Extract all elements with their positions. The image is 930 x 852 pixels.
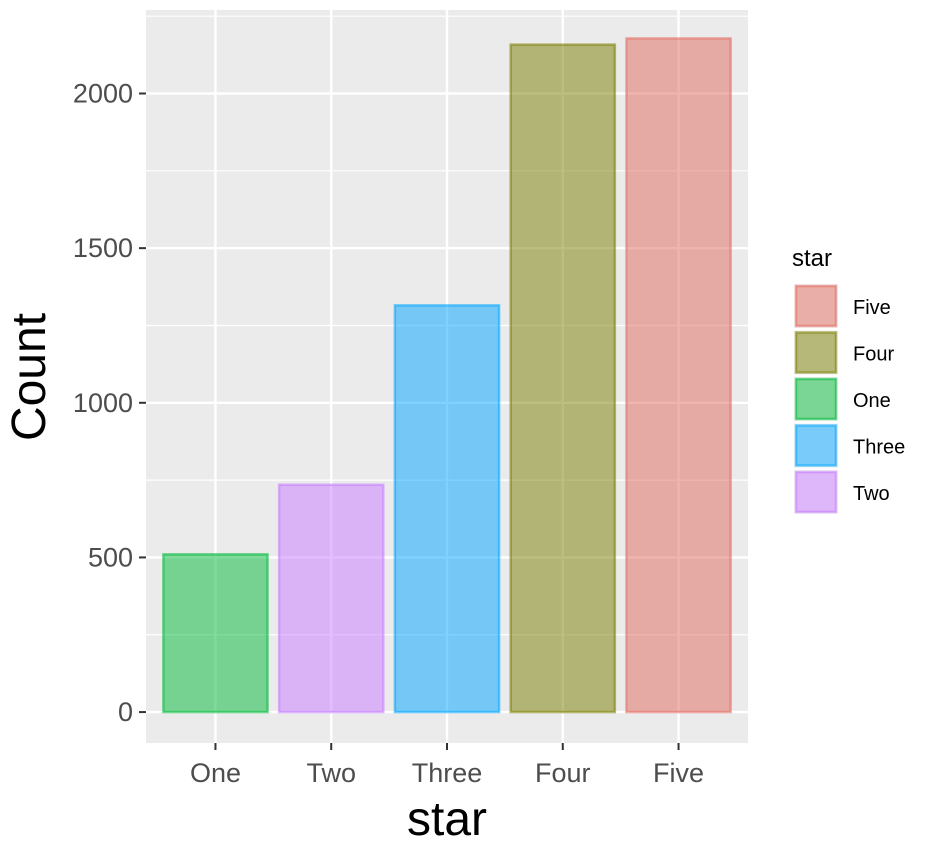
bar-four: [509, 43, 617, 714]
y-tick-label: 2000: [73, 79, 133, 109]
legend-label-five: Five: [853, 297, 891, 319]
x-axis: One Two Three Four Five: [190, 743, 704, 788]
bar-one: [162, 553, 269, 714]
bar-two: [277, 483, 385, 714]
legend-label-three: Three: [853, 437, 905, 459]
x-tick-label-two: Two: [306, 758, 356, 788]
legend-swatch-one: [794, 377, 838, 421]
legend-label-two: Two: [853, 483, 890, 505]
x-tick-label-one: One: [190, 758, 241, 788]
legend-label-one: One: [853, 390, 891, 412]
legend-label-four: Four: [853, 344, 894, 366]
legend: star Five Four One Three Two: [792, 245, 905, 514]
y-tick-label: 1000: [73, 388, 133, 418]
x-tick-label-three: Three: [412, 758, 483, 788]
x-tick-label-five: Five: [653, 758, 704, 788]
y-axis: 0 500 1000 1500 2000: [73, 79, 146, 727]
legend-swatch-three: [794, 424, 838, 467]
legend-swatch-five: [794, 284, 838, 328]
y-axis-title: Count: [3, 313, 56, 441]
bar-five: [625, 37, 732, 714]
x-tick-label-four: Four: [535, 758, 591, 788]
legend-title: star: [792, 245, 832, 272]
y-tick-label: 1500: [73, 233, 133, 263]
y-tick-label: 500: [88, 542, 133, 572]
legend-swatch-four: [794, 331, 838, 374]
bar-three: [393, 304, 501, 714]
y-tick-label: 0: [118, 697, 133, 727]
bars: [162, 37, 732, 714]
x-axis-title: star: [407, 793, 487, 846]
legend-swatch-two: [794, 470, 838, 514]
